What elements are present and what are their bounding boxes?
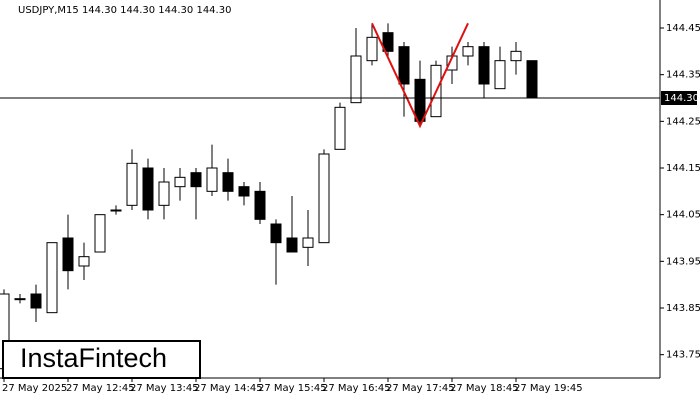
x-tick-label: 27 May 13:45 [130,383,199,394]
candle-body [286,237,298,253]
y-tick-label: 144.45 [666,23,700,34]
candle-body [30,293,42,309]
candle-body [478,46,490,85]
candle-body [62,237,74,272]
candle-body [350,55,362,104]
x-tick-label: 27 May 18:45 [450,383,519,394]
candle-body [334,106,346,150]
x-tick-label: 27 May 2025 [2,383,67,394]
candle-body [174,176,186,188]
candle-body [222,172,234,192]
x-tick-label: 27 May 12:45 [66,383,135,394]
x-tick-label: 27 May 16:45 [322,383,391,394]
candle-body [318,153,330,244]
candle-body [78,256,90,267]
x-tick-label: 27 May 19:45 [514,383,583,394]
y-tick-label: 143.75 [666,350,700,361]
candle-body [158,181,170,206]
price-label-box [661,91,697,105]
candle-body [366,36,378,62]
plot-area [0,22,538,374]
candle-body [94,214,106,253]
candle-body [398,46,410,85]
logo-box [2,340,201,379]
candle-body [414,78,426,122]
candle-body [14,298,26,301]
y-tick-label: 144.25 [666,116,700,127]
candle-body [494,60,506,90]
y-tick-label: 144.35 [666,70,700,81]
candle-body [238,186,250,197]
y-tick-label: 144.05 [666,210,700,221]
y-tick-label: 143.85 [666,303,700,314]
candle-body [526,60,538,99]
x-tick-label: 27 May 15:45 [258,383,327,394]
candle-body [142,167,154,211]
candle-body [302,237,314,248]
candle-body [382,32,394,52]
candle-body [110,209,122,212]
x-tick-label: 27 May 17:45 [386,383,455,394]
candle-body [46,242,58,314]
x-tick-label: 27 May 14:45 [194,383,263,394]
candle-body [206,167,218,192]
price-label: 144.30 [664,93,699,104]
y-tick-label: 144.15 [666,163,700,174]
candle-body [126,162,138,206]
candle-body [190,172,202,188]
y-tick-label: 143.95 [666,256,700,267]
chart-title: USDJPY,M15 144.30 144.30 144.30 144.30 [18,5,231,16]
candle-body [462,46,474,57]
candle-body [254,190,266,220]
logo: InstaFintech [20,343,167,373]
candle-body [270,223,282,244]
pattern-line [371,22,469,129]
candle-body [510,50,522,62]
